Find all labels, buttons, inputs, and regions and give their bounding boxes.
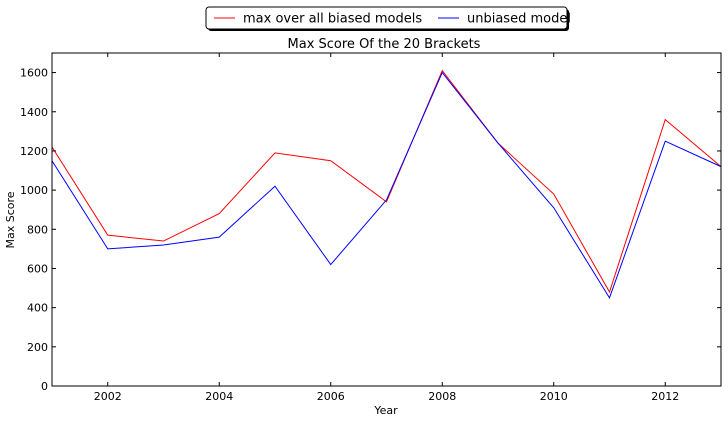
legend: max over all biased models unbiased model [205, 6, 571, 31]
x-tick-label: 2002 [94, 390, 122, 403]
x-tick-label: 2006 [317, 390, 345, 403]
y-tick-label: 400 [27, 302, 48, 315]
y-tick-label: 0 [41, 380, 48, 393]
x-tick-label: 2008 [428, 390, 456, 403]
y-tick-label: 800 [27, 223, 48, 236]
series-line-1 [51, 69, 722, 294]
plot-frame [51, 52, 722, 387]
y-tick-label: 1000 [20, 184, 48, 197]
y-axis-label: Max Score [4, 191, 17, 248]
legend-box [205, 6, 568, 30]
y-tick-label: 1400 [20, 106, 48, 119]
y-tick-label: 1200 [20, 145, 48, 158]
x-tick-label: 2010 [540, 390, 568, 403]
y-tick-label: 200 [27, 341, 48, 354]
x-axis-label: Year [373, 404, 398, 417]
chart-title: Max Score Of the 20 Brackets [288, 37, 481, 52]
legend-label-1: max over all biased models [243, 12, 422, 27]
plot-area: 2002 2004 2006 2008 2010 2012 0 200 400 600 800 100… [20, 52, 722, 403]
y-tick-label: 600 [27, 262, 48, 275]
x-tick-label: 2012 [651, 390, 679, 403]
x-tick-label: 2004 [205, 390, 233, 403]
series-line-2 [51, 71, 722, 299]
y-tick-label: 1600 [20, 67, 48, 80]
legend-label-2: unbiased model [467, 12, 571, 27]
